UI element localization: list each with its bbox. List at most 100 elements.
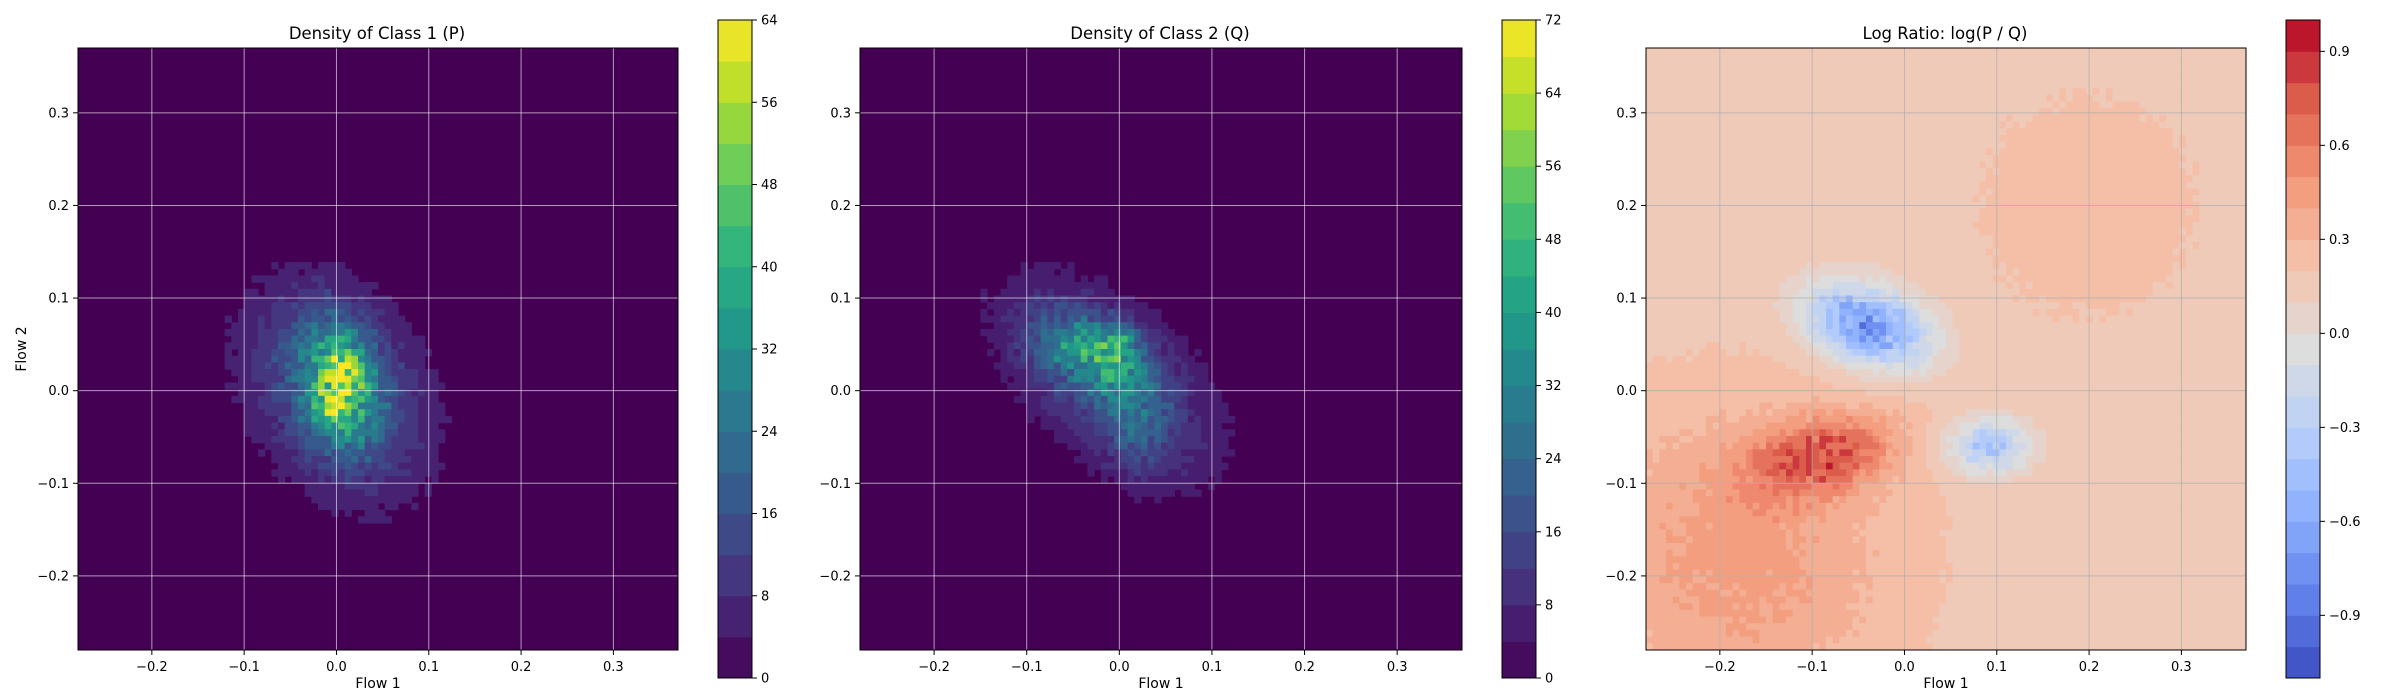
heatmap-cell — [224, 349, 232, 357]
heatmap-cell — [1167, 328, 1175, 337]
heatmap-cell — [1739, 88, 1747, 96]
heatmap-cell — [1646, 108, 1654, 116]
heatmap-cell — [1672, 74, 1680, 83]
heatmap-cell — [2112, 141, 2120, 149]
heatmap-cell — [1060, 302, 1068, 310]
heatmap-cell — [1692, 195, 1700, 203]
heatmap-cell — [1966, 215, 1974, 223]
heatmap-cell — [1866, 175, 1874, 183]
heatmap-cell — [2086, 228, 2094, 236]
heatmap-cell — [2132, 228, 2140, 236]
heatmap-cell — [1819, 81, 1827, 89]
heatmap-cell — [251, 308, 259, 317]
heatmap-cell — [1114, 476, 1122, 484]
heatmap-cell — [1726, 241, 1734, 250]
heatmap-cell — [2072, 134, 2080, 143]
heatmap-cell — [2172, 235, 2180, 243]
heatmap-cell — [2086, 88, 2094, 96]
heatmap-cell — [2206, 134, 2214, 143]
heatmap-cell — [278, 288, 286, 297]
heatmap-cell — [2032, 215, 2040, 223]
heatmap-cell — [271, 449, 279, 457]
heatmap-cell — [2072, 68, 2080, 76]
heatmap-cell — [391, 402, 399, 410]
heatmap-cell — [1087, 295, 1095, 303]
heatmap-cell — [2119, 148, 2127, 156]
heatmap-cell — [238, 369, 246, 377]
heatmap-cell — [2086, 175, 2094, 183]
heatmap-cell — [1127, 402, 1135, 410]
heatmap-cell — [1174, 435, 1182, 444]
heatmap-cell — [2046, 114, 2054, 123]
heatmap-cell — [1766, 134, 1774, 143]
heatmap-cell — [244, 288, 252, 297]
heatmap-cell — [1666, 48, 1674, 56]
heatmap-cell — [2159, 94, 2167, 103]
heatmap-cell — [1053, 355, 1062, 363]
heatmap-cell — [1726, 248, 1734, 256]
heatmap-cell — [298, 435, 306, 444]
heatmap-cell — [2112, 168, 2120, 176]
heatmap-cell — [1666, 268, 1674, 277]
heatmap-cell — [378, 496, 386, 504]
heatmap-cell — [1100, 429, 1109, 437]
heatmap-cell — [1706, 81, 1714, 89]
heatmap-cell — [2179, 248, 2187, 256]
heatmap-cell — [1033, 369, 1042, 377]
heatmap-cell — [251, 409, 259, 417]
heatmap-cell — [2219, 141, 2227, 149]
heatmap-cell — [1939, 94, 1947, 103]
heatmap-cell — [1972, 175, 1980, 183]
heatmap-cell — [364, 476, 372, 484]
heatmap-cell — [2112, 195, 2120, 203]
heatmap-cell — [298, 449, 306, 457]
heatmap-cell — [1161, 422, 1169, 430]
heatmap-cell — [1972, 108, 1980, 116]
heatmap-cell — [1812, 88, 1820, 96]
colorbar-tick-label: 32 — [761, 343, 778, 358]
heatmap-cell — [1732, 228, 1740, 236]
heatmap-cell — [1040, 328, 1048, 337]
heatmap-cell — [2066, 134, 2074, 143]
heatmap-cell — [1752, 181, 1760, 190]
heatmap-cell — [1912, 68, 1920, 76]
heatmap-cell — [2079, 148, 2087, 156]
heatmap-cell — [411, 409, 419, 417]
heatmap-cell — [2099, 54, 2107, 62]
heatmap-cell — [1972, 208, 1980, 216]
heatmap-cell — [311, 342, 319, 350]
heatmap-cell — [1040, 369, 1048, 377]
heatmap-cell — [1866, 161, 1874, 169]
heatmap-cell — [1692, 61, 1700, 69]
heatmap-cell — [1799, 268, 1807, 277]
heatmap-cell — [1712, 248, 1720, 256]
heatmap-cell — [378, 335, 386, 343]
heatmap-cell — [1094, 308, 1102, 317]
heatmap-cell — [2159, 81, 2167, 89]
heatmap-cell — [2192, 262, 2200, 270]
heatmap-cell — [1986, 248, 1994, 256]
heatmap-cell — [1074, 335, 1082, 343]
heatmap-cell — [1739, 121, 1747, 129]
heatmap-cell — [1047, 375, 1055, 384]
heatmap-cell — [2166, 241, 2174, 250]
heatmap-cell — [1926, 121, 1934, 129]
heatmap-cell — [324, 362, 332, 370]
heatmap-cell — [1087, 462, 1095, 470]
heatmap-cell — [1194, 422, 1202, 430]
heatmap-cell — [1799, 228, 1807, 236]
heatmap-cell — [2146, 101, 2154, 109]
heatmap-cell — [1652, 61, 1660, 69]
heatmap-cell — [338, 275, 346, 283]
heatmap-cell — [1746, 88, 1754, 96]
heatmap-cell — [264, 435, 272, 444]
heatmap-cell — [1906, 61, 1914, 69]
heatmap-cell — [2152, 121, 2160, 129]
heatmap-cell — [411, 362, 419, 370]
heatmap-cell — [311, 335, 319, 343]
heatmap-cell — [278, 462, 286, 470]
heatmap-cell — [1147, 315, 1155, 323]
heatmap-cell — [1726, 114, 1734, 123]
heatmap-cell — [1906, 101, 1914, 109]
heatmap-cell — [411, 355, 419, 363]
